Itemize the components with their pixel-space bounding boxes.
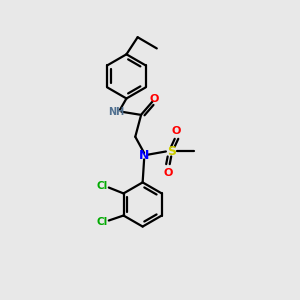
Text: O: O: [164, 168, 173, 178]
Text: O: O: [172, 126, 181, 136]
Text: O: O: [150, 94, 159, 104]
Text: NH: NH: [108, 107, 124, 117]
Text: S: S: [167, 145, 176, 158]
Text: N: N: [139, 149, 149, 162]
Text: Cl: Cl: [97, 217, 108, 227]
Text: Cl: Cl: [97, 181, 108, 191]
